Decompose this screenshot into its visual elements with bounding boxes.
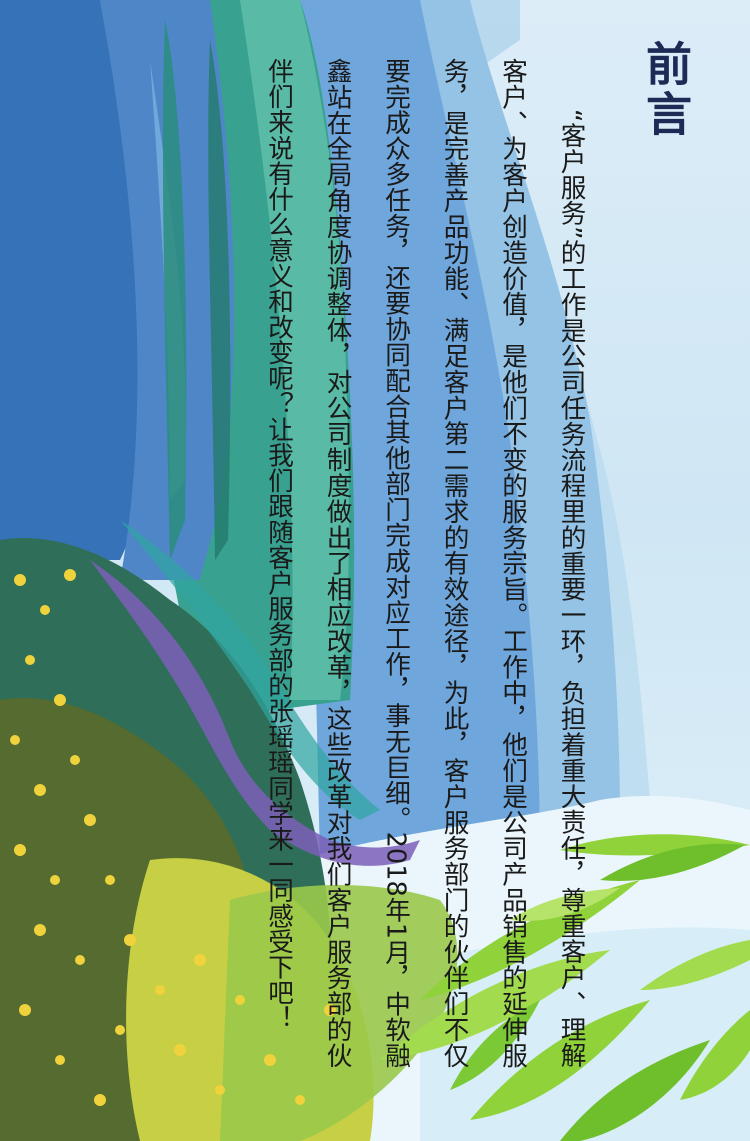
blue-ridge-deep: [300, 0, 540, 860]
teal-spire-2: [208, 40, 231, 560]
teal-spire: [162, 20, 187, 560]
preface-paragraph: “客户服务”的工作是公司任务流程里的重要一环，负担着重大责任，尊重客户、理解客户…: [263, 58, 587, 1068]
left-cliff: [0, 0, 150, 560]
purple-sweep: [90, 560, 420, 866]
teal-mountain-light: [240, 0, 349, 700]
foliage-green: [220, 885, 458, 1141]
willow-leaves: [380, 834, 750, 1141]
page-title: 前言: [639, 40, 693, 140]
yellow-flower-dots: [10, 569, 336, 1106]
teal-sweep: [120, 520, 380, 820]
